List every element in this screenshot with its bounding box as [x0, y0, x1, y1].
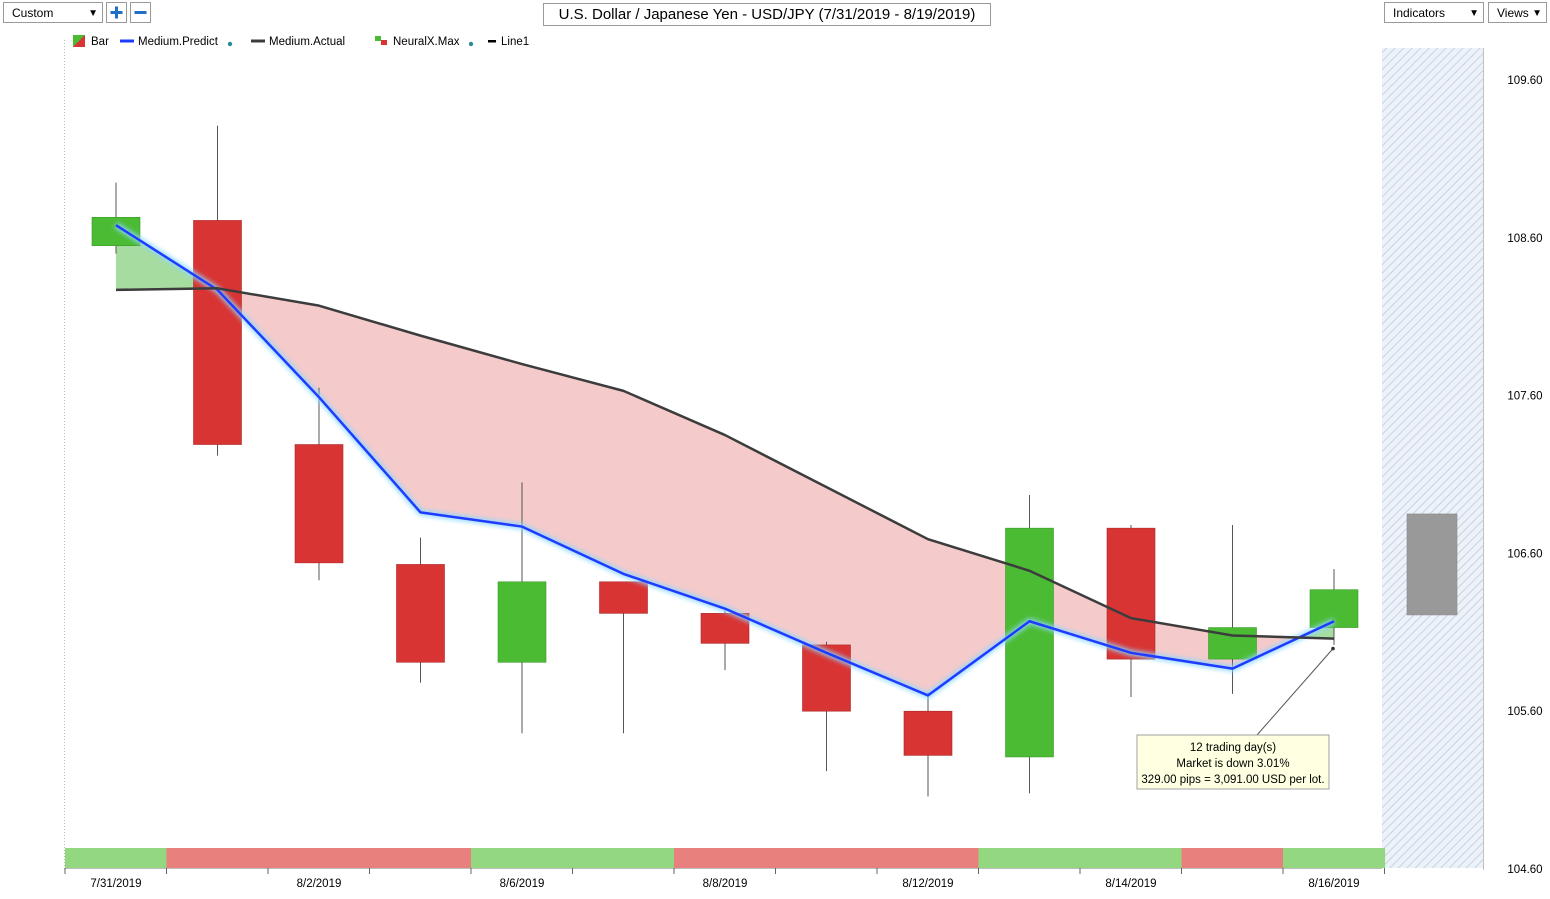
- candle-body: [599, 581, 648, 614]
- plus-icon: [110, 6, 123, 19]
- annotation-box: [1136, 734, 1330, 790]
- annotation-line: Market is down 3.01%: [1176, 758, 1289, 770]
- candle-body: [497, 581, 547, 663]
- fill-segment: [928, 539, 1030, 696]
- candle-body: [1005, 527, 1054, 758]
- x-tick-label: 8/12/2019: [902, 878, 953, 890]
- annotation-tooltip: 12 trading day(s) Market is down 3.01% 329…: [1136, 646, 1335, 790]
- x-tick-label: 8/8/2019: [703, 878, 748, 890]
- x-tick-label: 8/6/2019: [500, 878, 545, 890]
- y-tick-label: 109.60: [1507, 75, 1542, 87]
- chevron-down-icon: ▼: [88, 8, 98, 19]
- legend-label: Medium.Actual: [269, 36, 345, 48]
- legend-bar-swatch: [73, 35, 85, 47]
- signal-band: [268, 848, 371, 868]
- signal-band: [877, 848, 980, 868]
- fill-segment: [319, 305, 421, 513]
- legend-label: NeuralX.Max: [393, 36, 460, 48]
- chevron-down-icon: ▼: [1532, 8, 1542, 19]
- candle-body: [193, 220, 242, 445]
- legend-dot-icon: [468, 41, 474, 47]
- legend-neuralx-swatch: [381, 40, 387, 45]
- views-select-label: Views: [1497, 6, 1529, 20]
- candle-body: [1309, 589, 1359, 628]
- remove-button[interactable]: [130, 2, 151, 23]
- x-tick-label: 7/31/2019: [90, 878, 141, 890]
- y-tick-label: 107.60: [1507, 391, 1542, 403]
- signal-band: [65, 848, 168, 868]
- y-tick-label: 106.60: [1507, 548, 1542, 560]
- minus-icon: [134, 11, 147, 14]
- signal-band: [166, 848, 269, 868]
- annotation-line: 12 trading day(s): [1190, 742, 1276, 754]
- fill-segment: [725, 435, 827, 653]
- signal-bands: [65, 848, 1386, 868]
- signal-band: [674, 848, 777, 868]
- indicators-select[interactable]: Indicators ▼: [1384, 2, 1484, 23]
- indicators-select-label: Indicators: [1393, 6, 1446, 20]
- forecast-bar: [1406, 513, 1458, 616]
- legend-label: Medium.Predict: [138, 36, 219, 48]
- legend: Bar Medium.Predict Medium.Actual NeuralX.Ma…: [73, 35, 529, 48]
- actual-line: [115, 287, 1335, 640]
- candles: [91, 125, 1359, 797]
- legend-label: Bar: [91, 36, 109, 48]
- signal-band: [1181, 848, 1284, 868]
- signal-band: [775, 848, 878, 868]
- annotation-line: 329.00 pips = 3,091.00 USD per lot.: [1141, 774, 1324, 786]
- y-tick-label: 104.60: [1507, 864, 1542, 876]
- legend-actual-swatch: [251, 39, 265, 43]
- toolbar: Custom ▼ U.S. Dollar / Japanese Yen - US…: [0, 0, 1550, 28]
- chevron-down-icon: ▼: [1469, 8, 1479, 19]
- y-tick-label: 105.60: [1507, 706, 1542, 718]
- x-axis: 7/31/2019 8/2/2019 8/6/2019 8/8/2019 8/12/20…: [64, 868, 1385, 890]
- x-tick-label: 8/2/2019: [297, 878, 342, 890]
- candle-body: [903, 710, 953, 756]
- signal-band: [1080, 848, 1183, 868]
- plot-frame: [64, 40, 1484, 870]
- fill-segment: [826, 487, 928, 696]
- annotation-anchor: [1331, 646, 1335, 651]
- candle-body: [294, 444, 344, 564]
- annotation-leader: [1256, 648, 1334, 736]
- forecast-zone: [1382, 48, 1483, 868]
- signal-band: [572, 848, 675, 868]
- fill-segment: [522, 364, 624, 574]
- legend-dot-icon: [227, 41, 233, 47]
- fill-segment: [420, 335, 522, 527]
- chart-title: U.S. Dollar / Japanese Yen - USD/JPY (7/…: [543, 3, 991, 26]
- candle-body: [1106, 527, 1156, 660]
- candle-body: [396, 564, 445, 663]
- forecast-range: [1406, 513, 1458, 616]
- predict-actual-fill: [116, 225, 1334, 696]
- candle-body: [91, 216, 141, 246]
- legend-label: Line1: [501, 36, 529, 48]
- views-select[interactable]: Views ▼: [1488, 2, 1547, 23]
- y-axis: 109.60 108.60 107.60 106.60 105.60 104.60: [1507, 75, 1542, 876]
- legend-predict-swatch: [120, 39, 134, 43]
- fill-segment: [623, 390, 725, 609]
- preset-select[interactable]: Custom ▼: [3, 2, 103, 23]
- signal-band: [471, 848, 574, 868]
- legend-line1-swatch: [488, 40, 496, 43]
- fill-segment: [1029, 570, 1131, 653]
- signal-band: [978, 848, 1081, 868]
- x-tick-label: 8/14/2019: [1105, 878, 1156, 890]
- add-button[interactable]: [106, 2, 127, 23]
- indicator-lines: [114, 222, 1336, 699]
- x-tick-label: 8/16/2019: [1308, 878, 1359, 890]
- signal-band: [369, 848, 472, 868]
- preset-select-label: Custom: [12, 6, 54, 20]
- y-tick-label: 108.60: [1507, 233, 1542, 245]
- predict-line: [115, 224, 1335, 697]
- signal-band: [1283, 848, 1386, 868]
- legend-neuralx-swatch: [375, 36, 381, 41]
